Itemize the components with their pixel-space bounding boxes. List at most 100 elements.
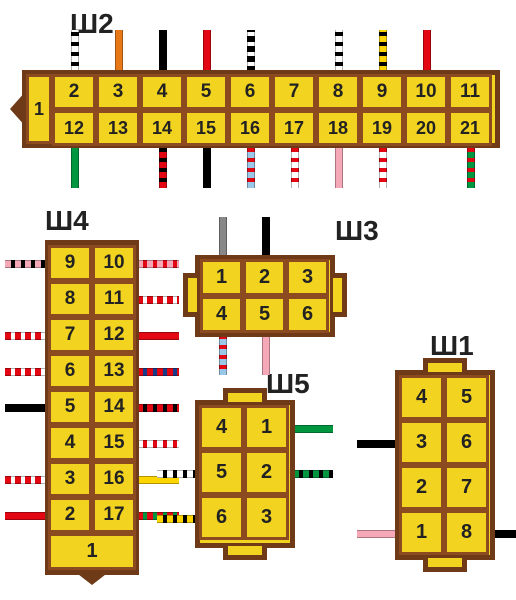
pin-cell-5: 5	[184, 74, 228, 110]
pin-cell-16: 16	[228, 110, 272, 146]
pin-cell-11: 11	[92, 281, 136, 317]
pin-cell-14: 14	[140, 110, 184, 146]
wire	[293, 425, 333, 433]
wire	[5, 476, 47, 484]
pin-cell-15: 15	[92, 425, 136, 461]
pin-cell-1: 1	[399, 510, 444, 555]
pin-cell-5: 5	[444, 375, 489, 420]
pin-cell-4: 4	[399, 375, 444, 420]
pin-cell-2: 2	[243, 259, 286, 296]
pin-cell-16: 16	[92, 461, 136, 497]
pin-cell-3: 3	[286, 259, 329, 296]
pin-cell-13: 13	[96, 110, 140, 146]
pin-cell-8: 8	[316, 74, 360, 110]
pin-cell-12: 12	[52, 110, 96, 146]
wire	[157, 470, 197, 478]
connector-key-sh4	[74, 571, 110, 585]
pin-cell-19: 19	[360, 110, 404, 146]
wire	[157, 515, 197, 523]
pin-cell-2: 2	[399, 465, 444, 510]
pin-cell-6: 6	[228, 74, 272, 110]
label-sh3: Ш3	[335, 215, 379, 247]
pin-cell-14: 14	[92, 389, 136, 425]
label-sh4: Ш4	[45, 205, 89, 237]
pin-cell-2: 2	[48, 497, 92, 533]
wire	[357, 530, 397, 538]
wire	[293, 470, 333, 478]
pin-cell-17: 17	[92, 497, 136, 533]
pin-cell-4: 4	[200, 296, 243, 333]
wire	[203, 146, 211, 188]
wire	[357, 440, 397, 448]
wire	[291, 146, 299, 188]
pin-cell-9: 9	[48, 245, 92, 281]
pin-cell-9: 9	[360, 74, 404, 110]
pin-cell-10: 10	[404, 74, 448, 110]
pin-cell-7: 7	[48, 317, 92, 353]
pin-cell-7: 7	[444, 465, 489, 510]
pin-cell-13: 13	[92, 353, 136, 389]
wire	[379, 30, 387, 72]
pin-cell-11: 11	[448, 74, 492, 110]
pin-cell-1: 1	[244, 405, 289, 450]
pin-cell-18: 18	[316, 110, 360, 146]
wire	[5, 404, 47, 412]
pin-cell-5: 5	[48, 389, 92, 425]
pin-cell-4: 4	[199, 405, 244, 450]
wire	[262, 217, 270, 257]
wire	[137, 440, 179, 448]
wire	[137, 296, 179, 304]
pin-cell-12: 12	[92, 317, 136, 353]
pin-cell-5: 5	[199, 450, 244, 495]
wire	[5, 332, 47, 340]
wire	[379, 146, 387, 188]
pin-cell-2: 2	[52, 74, 96, 110]
pin-cell-2: 2	[244, 450, 289, 495]
wire	[137, 368, 179, 376]
wire	[5, 368, 47, 376]
wire	[423, 30, 431, 72]
pin-cell-4: 4	[48, 425, 92, 461]
pin-cell-15: 15	[184, 110, 228, 146]
pin-cell-8: 8	[444, 510, 489, 555]
wire	[159, 30, 167, 72]
pin-cell-1: 1	[200, 259, 243, 296]
wire	[335, 30, 343, 72]
pin-cell-5: 5	[243, 296, 286, 333]
pin-cell-3: 3	[48, 461, 92, 497]
wire	[137, 404, 179, 412]
pin-cell-3: 3	[244, 495, 289, 540]
pin-cell-17: 17	[272, 110, 316, 146]
pin-cell-3: 3	[96, 74, 140, 110]
pin-cell-10: 10	[92, 245, 136, 281]
pin-cell-20: 20	[404, 110, 448, 146]
pin-cell-8: 8	[48, 281, 92, 317]
wire	[137, 332, 179, 340]
pin-cell-6: 6	[48, 353, 92, 389]
pin-cell-6: 6	[199, 495, 244, 540]
wire	[5, 512, 47, 520]
wire	[219, 217, 227, 257]
label-sh5: Ш5	[266, 368, 310, 400]
wire	[137, 260, 179, 268]
wire	[71, 146, 79, 188]
pin-cell-1: 1	[26, 74, 52, 144]
wire	[335, 146, 343, 188]
pin-cell-21: 21	[448, 110, 492, 146]
wire	[247, 30, 255, 72]
pin-cell-3: 3	[399, 420, 444, 465]
wire	[467, 146, 475, 188]
wire	[5, 260, 47, 268]
wire	[115, 30, 123, 72]
pin-cell-6: 6	[444, 420, 489, 465]
pin-cell-7: 7	[272, 74, 316, 110]
connector-key-sh2	[10, 91, 26, 127]
wire	[71, 30, 79, 72]
wire	[493, 530, 516, 538]
pin-cell-1: 1	[48, 533, 136, 570]
wire	[219, 335, 227, 375]
pin-cell-4: 4	[140, 74, 184, 110]
wire	[262, 335, 270, 375]
wire	[159, 146, 167, 188]
wire	[203, 30, 211, 72]
